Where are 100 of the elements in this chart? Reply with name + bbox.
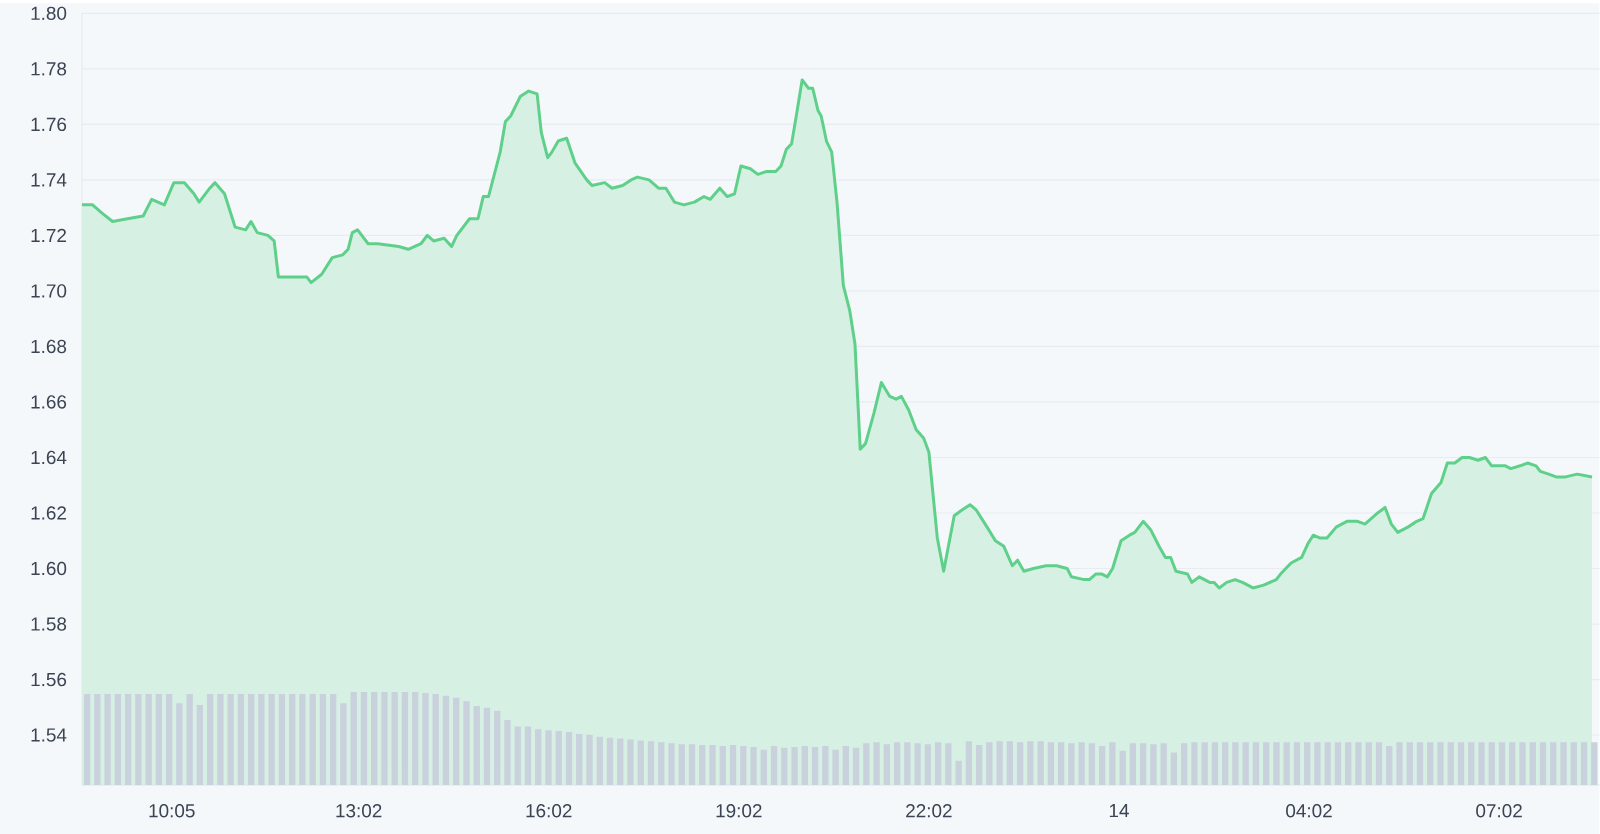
bar [914,743,921,786]
bar [432,693,439,786]
bar [391,692,398,786]
bar [1529,742,1536,786]
bar [719,745,726,786]
bar [1139,743,1147,786]
bar [1191,742,1198,786]
bar [945,743,952,786]
bar [1580,742,1588,786]
bar [852,747,860,786]
bar [350,692,357,786]
bar [934,742,942,786]
bar [1355,742,1362,786]
bar [412,692,419,786]
bar [1406,742,1413,786]
y-tick-label: 1.70 [31,284,67,298]
bar [535,729,542,786]
bar [986,742,993,786]
bar [176,703,183,786]
bar [1160,743,1167,786]
bar [514,726,521,786]
bar [1560,742,1567,786]
bar [288,693,296,786]
bar [1016,742,1024,786]
x-tick-label: 10:05 [149,804,195,818]
y-tick-label: 1.76 [31,117,67,132]
y-tick-label: 1.60 [31,561,67,576]
bar [1242,742,1249,786]
bar [401,692,409,786]
bar [1057,742,1065,786]
bar [473,706,480,786]
bar [1304,742,1311,786]
bar [114,693,122,786]
bar [904,742,911,786]
y-tick-label: 1.54 [31,728,67,742]
bar [483,707,491,786]
bar [319,693,327,786]
bar [873,742,880,786]
bar [1416,742,1424,786]
bar [832,749,839,786]
bar [1037,741,1044,786]
bar [196,705,204,786]
bar [1098,745,1106,786]
bar [955,760,962,786]
bar [165,693,173,786]
y-tick-label: 1.80 [31,6,67,21]
bar [1539,742,1547,786]
y-tick-label: 1.62 [31,506,67,520]
bar [801,745,808,786]
bar [1222,742,1229,786]
bar [893,742,901,786]
y-tick-label: 1.58 [31,617,67,631]
bar [1386,745,1393,786]
bar [1263,742,1270,786]
bar [1293,742,1301,786]
bar [258,693,265,786]
bar [1437,742,1444,786]
bar [1180,743,1188,786]
bar [863,743,870,786]
bar [1273,742,1280,786]
bar [1488,742,1495,786]
bar [617,738,624,786]
bar [463,701,470,786]
bar [822,745,829,786]
bar [688,744,696,786]
bar [729,745,737,786]
bar [494,710,501,786]
bar [1252,742,1260,786]
bar [781,747,788,786]
bar [740,745,747,786]
bar [1447,742,1454,786]
bar [1375,742,1383,786]
bar [1334,742,1342,786]
bar [237,693,245,786]
bar [842,745,849,786]
y-tick-label: 1.68 [31,339,67,354]
bar [371,692,378,786]
bar [135,693,142,786]
bar [124,693,132,786]
bar [576,733,583,786]
bar [145,693,152,786]
bar [442,695,450,786]
bar [1457,742,1465,786]
bar [586,734,593,786]
bar [422,693,429,786]
bar [1170,752,1178,786]
bar [883,744,891,786]
bar [965,741,973,786]
bar [104,693,111,786]
bar [381,692,388,786]
x-tick-label: 19:02 [716,804,762,818]
bar [627,739,634,786]
bar [155,693,163,786]
bar [268,693,275,786]
bar [1027,741,1034,786]
bar [1324,742,1331,786]
y-tick-label: 1.56 [31,672,67,687]
x-tick-label: 13:02 [336,804,382,818]
bar [340,703,347,786]
bar [1396,742,1403,786]
